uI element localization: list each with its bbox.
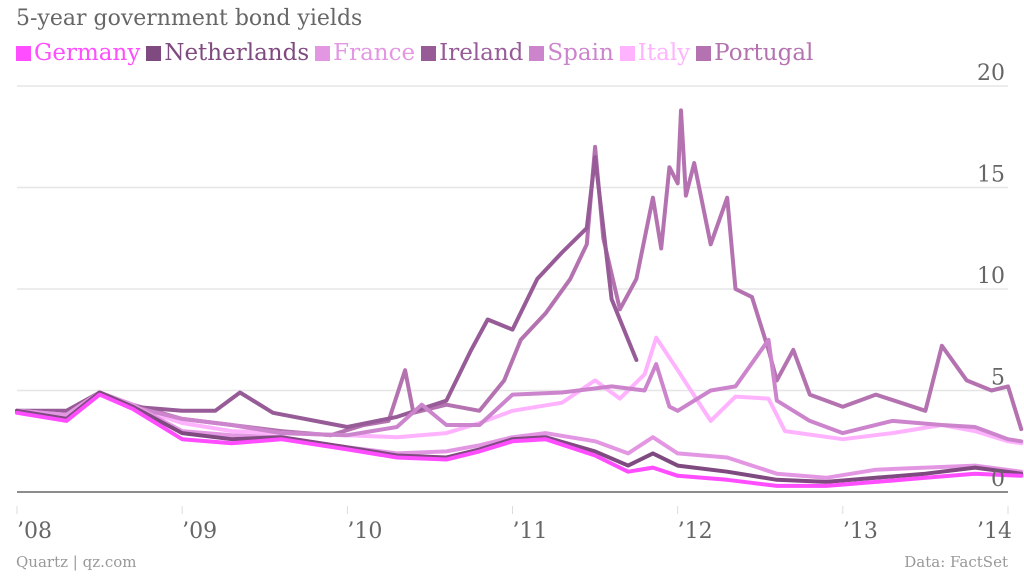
series-lines	[15, 108, 1024, 488]
legend-item: Ireland	[421, 40, 523, 66]
series-line-ireland	[15, 155, 639, 429]
legend-item: Spain	[529, 40, 614, 66]
x-tick-label: ’09	[182, 519, 217, 544]
data-credit: Data: FactSet	[904, 553, 1008, 571]
x-tick-label: ’13	[843, 519, 878, 544]
legend-item: Portugal	[696, 40, 813, 66]
x-tick-label: ’11	[513, 519, 548, 544]
legend-label: Netherlands	[164, 40, 310, 66]
series-line-netherlands	[15, 390, 1024, 484]
x-tick-label: ’12	[678, 519, 713, 544]
legend-label: France	[333, 40, 416, 66]
legend-item: Netherlands	[146, 40, 309, 66]
legend-swatch	[696, 45, 712, 61]
legend-label: Spain	[547, 40, 614, 66]
legend-swatch	[529, 45, 545, 61]
y-tick-label: 15	[977, 163, 1005, 188]
y-tick-label: 0	[991, 467, 1005, 492]
legend-item: France	[315, 40, 415, 66]
series-line-portugal	[15, 108, 1024, 438]
y-tick-label: 5	[991, 366, 1005, 391]
x-axis: ’08 ’09 ’10 ’11 ’12 ’13 ’14	[16, 506, 1012, 544]
legend-item: Italy	[619, 40, 691, 66]
x-tick-label: ’14	[977, 519, 1012, 544]
x-tick-label: ’10	[347, 519, 382, 544]
series-line-germany	[15, 392, 1024, 488]
series-line-italy	[15, 335, 1024, 446]
y-tick-label: 20	[977, 61, 1005, 86]
y-tick-label: 10	[977, 264, 1005, 289]
legend-swatch	[619, 45, 635, 61]
legend-label: Portugal	[714, 40, 814, 66]
legend-label: Italy	[637, 40, 691, 66]
legend: Germany Netherlands France Ireland Spain Ital…	[16, 40, 813, 66]
legend-swatch	[315, 45, 331, 61]
legend-swatch	[16, 45, 31, 61]
grid-lines	[17, 85, 1008, 392]
legend-swatch	[146, 45, 162, 61]
series-line-spain	[15, 337, 1024, 444]
chart-title: 5-year government bond yields	[16, 6, 363, 31]
x-tick-label: ’08	[17, 519, 52, 544]
legend-item: Germany	[16, 40, 140, 66]
legend-label: Ireland	[439, 40, 524, 66]
source-credit: Quartz | qz.com	[16, 553, 137, 571]
y-axis: 0 5 10 15 20	[977, 61, 1005, 492]
legend-label: Germany	[34, 40, 141, 66]
legend-swatch	[421, 45, 437, 61]
